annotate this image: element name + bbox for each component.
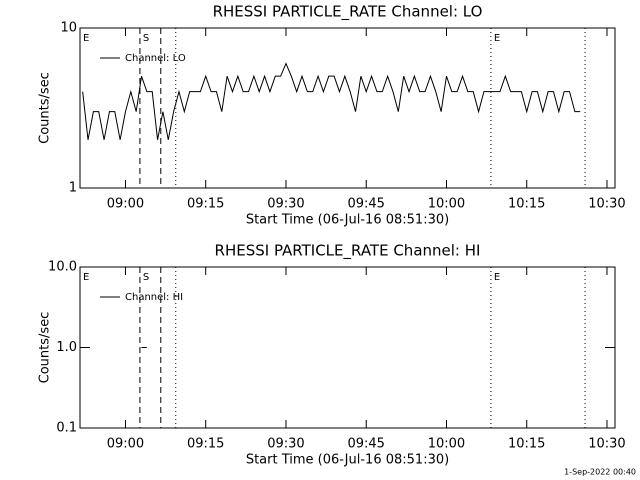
- marker-label: E: [83, 272, 89, 283]
- marker-label: S: [143, 33, 149, 44]
- x-tick-label: 10:30: [588, 437, 625, 452]
- x-tick-label: 10:00: [428, 437, 465, 452]
- x-tick-label: 09:45: [347, 437, 384, 452]
- x-axis-label: Start Time (06-Jul-16 08:51:30): [246, 213, 449, 228]
- marker-label: E: [83, 33, 89, 44]
- y-axis-label: Counts/sec: [38, 312, 53, 384]
- x-tick-label: 09:30: [267, 437, 304, 452]
- chart-title: RHESSI PARTICLE_RATE Channel: HI: [215, 242, 481, 261]
- marker-label: E: [494, 33, 500, 44]
- x-tick-label: 09:00: [107, 437, 144, 452]
- x-tick-label: 09:00: [107, 197, 144, 212]
- marker-label: E: [494, 272, 500, 283]
- x-tick-label: 10:15: [508, 437, 545, 452]
- x-tick-label: 09:45: [347, 197, 384, 212]
- marker-label: S: [143, 272, 149, 283]
- y-tick-label: 10: [60, 21, 77, 36]
- y-tick-label: 0.1: [56, 421, 77, 436]
- x-axis-label: Start Time (06-Jul-16 08:51:30): [246, 453, 449, 468]
- plot-frame: [79, 27, 616, 189]
- x-tick-label: 10:00: [428, 197, 465, 212]
- chart-title: RHESSI PARTICLE_RATE Channel: LO: [213, 3, 483, 22]
- y-axis-label: Counts/sec: [38, 72, 53, 144]
- y-tick-label: 1: [69, 181, 77, 196]
- x-tick-label: 09:15: [187, 197, 224, 212]
- data-line: [82, 62, 581, 140]
- footer: 1-Sep-2022 00:40: [564, 468, 636, 477]
- y-tick-label: 1.0: [56, 340, 77, 355]
- legend-label: Channel: LO: [125, 53, 186, 64]
- x-tick-label: 10:30: [588, 197, 625, 212]
- x-tick-label: 09:15: [187, 437, 224, 452]
- x-tick-label: 10:15: [508, 197, 545, 212]
- legend-label: Channel: HI: [125, 292, 183, 303]
- x-tick-label: 09:30: [267, 197, 304, 212]
- y-tick-label: 10.0: [48, 260, 77, 275]
